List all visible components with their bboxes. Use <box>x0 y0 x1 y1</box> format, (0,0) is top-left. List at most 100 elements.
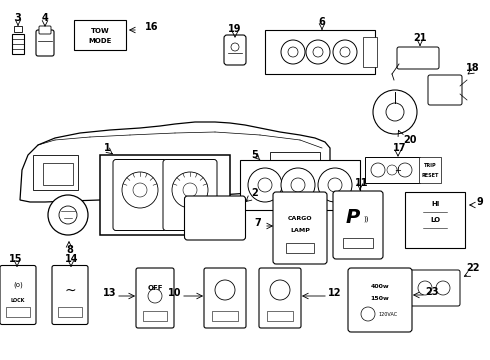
Text: 150w: 150w <box>370 296 390 301</box>
FancyBboxPatch shape <box>52 266 88 324</box>
Text: MODE: MODE <box>88 38 112 44</box>
Text: 14: 14 <box>65 254 79 264</box>
Circle shape <box>270 280 290 300</box>
Bar <box>265 30 375 74</box>
Text: 17: 17 <box>393 143 407 153</box>
Circle shape <box>133 183 147 197</box>
Text: 9: 9 <box>477 197 483 207</box>
Circle shape <box>313 47 323 57</box>
FancyBboxPatch shape <box>163 159 217 230</box>
Text: 7: 7 <box>255 218 261 228</box>
Bar <box>12 34 24 54</box>
Circle shape <box>291 178 305 192</box>
Bar <box>143 311 167 321</box>
Circle shape <box>215 280 235 300</box>
Circle shape <box>148 289 162 303</box>
Circle shape <box>361 307 375 321</box>
Text: 20: 20 <box>403 135 417 145</box>
Bar <box>365 157 419 183</box>
Text: 120VAC: 120VAC <box>378 311 397 316</box>
Circle shape <box>288 47 298 57</box>
Circle shape <box>248 168 282 202</box>
Bar <box>405 192 465 248</box>
Bar <box>363 37 377 67</box>
Text: P: P <box>346 207 360 226</box>
Text: OFF: OFF <box>147 285 163 291</box>
Circle shape <box>48 195 88 235</box>
Circle shape <box>306 40 330 64</box>
Bar <box>343 238 373 248</box>
Circle shape <box>281 168 315 202</box>
Text: LOCK: LOCK <box>11 298 25 303</box>
Bar <box>286 243 314 253</box>
FancyBboxPatch shape <box>0 266 36 324</box>
Circle shape <box>340 47 350 57</box>
Circle shape <box>231 43 239 51</box>
FancyBboxPatch shape <box>185 196 245 240</box>
Text: LAMP: LAMP <box>290 228 310 233</box>
Circle shape <box>333 40 357 64</box>
Text: 15: 15 <box>9 254 23 264</box>
Bar <box>6 307 30 317</box>
Bar <box>14 26 22 32</box>
Circle shape <box>386 103 404 121</box>
Circle shape <box>59 206 77 224</box>
Circle shape <box>371 163 385 177</box>
Text: 13: 13 <box>103 288 117 298</box>
FancyBboxPatch shape <box>224 35 246 65</box>
Polygon shape <box>20 122 330 202</box>
Circle shape <box>387 165 397 175</box>
Circle shape <box>328 178 342 192</box>
FancyBboxPatch shape <box>113 159 167 230</box>
Circle shape <box>258 178 272 192</box>
Bar <box>58 307 82 317</box>
Text: CARGO: CARGO <box>288 216 312 220</box>
FancyBboxPatch shape <box>273 192 327 264</box>
Text: 3: 3 <box>15 13 22 23</box>
Text: 11: 11 <box>355 178 369 188</box>
FancyBboxPatch shape <box>259 268 301 328</box>
Text: TOW: TOW <box>91 28 109 34</box>
Text: 8: 8 <box>67 245 74 255</box>
Text: HI: HI <box>431 201 439 207</box>
Circle shape <box>122 172 158 208</box>
Bar <box>212 311 238 321</box>
Text: TRIP: TRIP <box>424 162 436 167</box>
Text: 10: 10 <box>168 288 182 298</box>
Circle shape <box>373 90 417 134</box>
Text: )): )) <box>363 216 369 222</box>
Text: LO: LO <box>430 217 440 223</box>
Circle shape <box>318 168 352 202</box>
Circle shape <box>418 281 432 295</box>
FancyBboxPatch shape <box>36 30 54 56</box>
FancyBboxPatch shape <box>204 268 246 328</box>
FancyBboxPatch shape <box>348 268 412 332</box>
Text: 12: 12 <box>328 288 342 298</box>
Text: 22: 22 <box>466 263 480 273</box>
Circle shape <box>398 163 412 177</box>
FancyBboxPatch shape <box>428 75 462 105</box>
Bar <box>74 20 126 50</box>
Text: 18: 18 <box>466 63 480 73</box>
Bar <box>32 154 77 189</box>
Text: 23: 23 <box>425 287 439 297</box>
Text: 4: 4 <box>42 13 49 23</box>
Text: 400w: 400w <box>371 284 390 288</box>
Text: 19: 19 <box>228 24 242 34</box>
Text: 1: 1 <box>103 143 110 153</box>
FancyBboxPatch shape <box>39 26 51 34</box>
Circle shape <box>172 172 208 208</box>
Text: RESET: RESET <box>421 172 439 177</box>
Circle shape <box>183 183 197 197</box>
FancyBboxPatch shape <box>397 47 439 69</box>
Bar <box>100 155 230 235</box>
Bar <box>267 311 293 321</box>
Bar <box>270 152 320 184</box>
Text: 2: 2 <box>252 188 258 198</box>
Text: ~: ~ <box>64 284 76 298</box>
Text: 5: 5 <box>252 150 258 160</box>
Text: 16: 16 <box>145 22 159 32</box>
Circle shape <box>436 281 450 295</box>
FancyBboxPatch shape <box>333 191 383 259</box>
Text: 6: 6 <box>318 17 325 27</box>
